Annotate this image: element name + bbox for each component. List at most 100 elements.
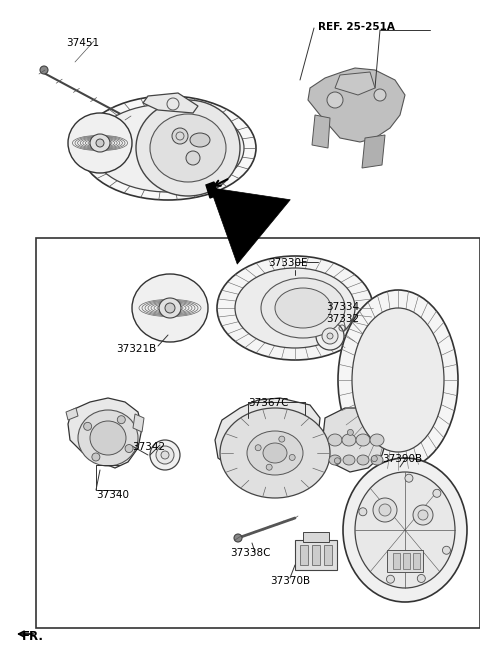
- Circle shape: [125, 445, 133, 453]
- Text: 37338C: 37338C: [230, 548, 271, 558]
- Ellipse shape: [356, 434, 370, 446]
- Bar: [403, 553, 410, 569]
- Circle shape: [84, 422, 92, 430]
- Circle shape: [92, 453, 100, 461]
- Ellipse shape: [220, 408, 330, 498]
- Ellipse shape: [136, 100, 240, 196]
- Text: 37342: 37342: [132, 442, 165, 452]
- Ellipse shape: [150, 114, 226, 182]
- Circle shape: [289, 455, 295, 461]
- Polygon shape: [66, 408, 78, 420]
- Text: 37300E: 37300E: [218, 207, 257, 217]
- Circle shape: [255, 445, 261, 451]
- Ellipse shape: [217, 256, 373, 360]
- Circle shape: [443, 546, 450, 554]
- Ellipse shape: [355, 472, 455, 588]
- Circle shape: [335, 458, 340, 464]
- Text: 37370B: 37370B: [270, 576, 310, 586]
- Circle shape: [161, 451, 169, 459]
- Circle shape: [117, 416, 125, 424]
- Ellipse shape: [92, 104, 244, 192]
- Polygon shape: [308, 68, 405, 142]
- Polygon shape: [312, 115, 330, 148]
- Circle shape: [279, 436, 285, 442]
- Ellipse shape: [328, 434, 342, 446]
- Circle shape: [374, 89, 386, 101]
- Bar: [303, 532, 329, 542]
- Text: 37340: 37340: [96, 490, 129, 500]
- Ellipse shape: [90, 421, 126, 455]
- Text: 37390B: 37390B: [382, 454, 422, 464]
- Ellipse shape: [190, 133, 210, 147]
- Ellipse shape: [165, 303, 175, 313]
- Text: 37367C: 37367C: [248, 398, 288, 408]
- Ellipse shape: [370, 434, 384, 446]
- Text: 37300A: 37300A: [218, 196, 258, 206]
- Circle shape: [156, 446, 174, 464]
- Circle shape: [327, 333, 333, 339]
- Ellipse shape: [263, 443, 287, 463]
- Polygon shape: [143, 93, 198, 113]
- Circle shape: [234, 534, 242, 542]
- Circle shape: [172, 128, 188, 144]
- Circle shape: [418, 510, 428, 520]
- Bar: [387, 550, 423, 572]
- Ellipse shape: [357, 455, 369, 465]
- Circle shape: [386, 575, 395, 583]
- Text: FR.: FR.: [22, 630, 44, 643]
- Bar: [393, 553, 400, 569]
- Circle shape: [322, 328, 338, 344]
- Bar: [324, 545, 332, 565]
- Circle shape: [373, 498, 397, 522]
- Bar: [300, 545, 308, 565]
- Text: REF. 25-251A: REF. 25-251A: [318, 22, 395, 32]
- Ellipse shape: [80, 96, 256, 200]
- Polygon shape: [322, 408, 388, 472]
- Circle shape: [348, 430, 353, 436]
- Circle shape: [405, 474, 413, 482]
- Ellipse shape: [343, 455, 355, 465]
- Polygon shape: [215, 398, 320, 475]
- Ellipse shape: [352, 308, 444, 452]
- Ellipse shape: [132, 274, 208, 342]
- Polygon shape: [335, 72, 375, 95]
- Bar: [36, 238, 480, 628]
- Ellipse shape: [90, 134, 110, 152]
- Circle shape: [327, 92, 343, 108]
- Ellipse shape: [338, 290, 458, 470]
- Circle shape: [186, 151, 200, 165]
- Ellipse shape: [159, 298, 181, 318]
- Bar: [413, 553, 420, 569]
- Bar: [295, 540, 337, 570]
- Text: 37330E: 37330E: [268, 258, 308, 268]
- Ellipse shape: [68, 113, 132, 173]
- Text: 37334: 37334: [326, 302, 359, 312]
- Ellipse shape: [329, 455, 341, 465]
- Polygon shape: [68, 398, 142, 468]
- Ellipse shape: [247, 431, 303, 475]
- Text: 37451: 37451: [66, 38, 99, 48]
- Ellipse shape: [275, 288, 331, 328]
- Circle shape: [433, 489, 441, 497]
- Circle shape: [316, 322, 344, 350]
- Ellipse shape: [78, 410, 138, 466]
- Circle shape: [359, 508, 367, 516]
- Ellipse shape: [96, 139, 104, 147]
- Ellipse shape: [235, 268, 355, 348]
- Ellipse shape: [261, 278, 345, 338]
- Bar: [312, 545, 320, 565]
- Polygon shape: [206, 182, 218, 198]
- Circle shape: [372, 456, 377, 462]
- Circle shape: [40, 66, 48, 74]
- Polygon shape: [133, 414, 144, 432]
- Text: 37321B: 37321B: [116, 344, 156, 354]
- Ellipse shape: [342, 434, 356, 446]
- Ellipse shape: [343, 458, 467, 602]
- Ellipse shape: [371, 455, 383, 465]
- Circle shape: [150, 440, 180, 470]
- Text: 37332: 37332: [326, 314, 359, 324]
- Circle shape: [413, 505, 433, 525]
- Circle shape: [417, 575, 425, 583]
- Polygon shape: [362, 135, 385, 168]
- Circle shape: [379, 504, 391, 516]
